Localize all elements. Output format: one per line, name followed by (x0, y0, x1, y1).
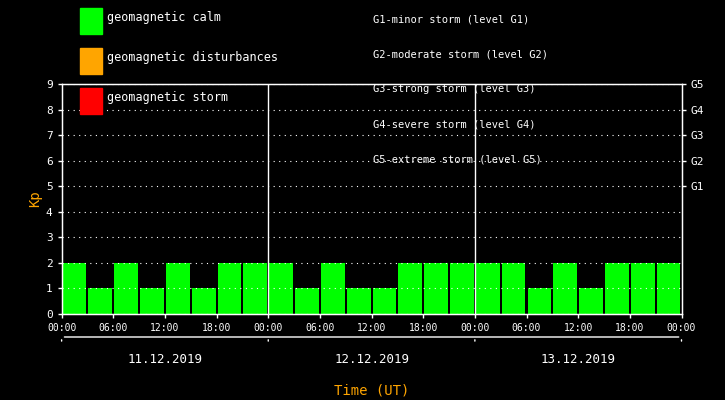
Bar (192, 288, 215, 314)
Bar (450, 263, 474, 314)
Bar (88, 288, 112, 314)
Text: geomagnetic storm: geomagnetic storm (107, 92, 228, 104)
Bar (553, 263, 577, 314)
Text: G4-severe storm (level G4): G4-severe storm (level G4) (373, 120, 536, 130)
Text: 13.12.2019: 13.12.2019 (541, 353, 616, 366)
Bar (476, 263, 500, 314)
Bar (269, 263, 293, 314)
Bar (399, 263, 422, 314)
Y-axis label: Kp: Kp (28, 191, 41, 207)
Bar (62, 263, 86, 314)
Text: geomagnetic calm: geomagnetic calm (107, 12, 221, 24)
Text: G3-strong storm (level G3): G3-strong storm (level G3) (373, 84, 536, 94)
Bar (579, 288, 603, 314)
Bar (424, 263, 448, 314)
Text: G5-extreme storm (level G5): G5-extreme storm (level G5) (373, 155, 542, 165)
Bar (502, 263, 526, 314)
Bar (295, 288, 319, 314)
Bar (373, 288, 397, 314)
Bar (218, 263, 241, 314)
Text: G1-minor storm (level G1): G1-minor storm (level G1) (373, 14, 530, 24)
Bar (115, 263, 138, 314)
Text: geomagnetic disturbances: geomagnetic disturbances (107, 52, 278, 64)
Bar (140, 288, 164, 314)
Text: 12.12.2019: 12.12.2019 (334, 353, 409, 366)
Bar (166, 263, 190, 314)
Bar (528, 288, 551, 314)
Bar (244, 263, 268, 314)
Bar (347, 288, 370, 314)
Text: G2-moderate storm (level G2): G2-moderate storm (level G2) (373, 49, 548, 59)
Text: Time (UT): Time (UT) (334, 383, 409, 397)
Text: 11.12.2019: 11.12.2019 (128, 353, 202, 366)
Bar (657, 263, 681, 314)
Bar (631, 263, 655, 314)
Bar (605, 263, 629, 314)
Bar (321, 263, 344, 314)
